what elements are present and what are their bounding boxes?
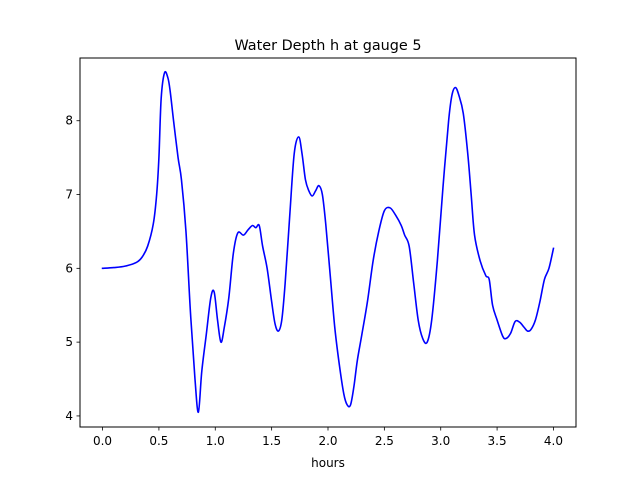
x-tick-label: 3.5 (488, 434, 507, 448)
y-tick-label: 7 (65, 188, 73, 202)
y-axis: 4 5 6 7 8 (65, 114, 80, 423)
x-axis: 0.0 0.5 1.0 1.5 2.0 2.5 3.0 3.5 4.0 (93, 427, 563, 448)
y-tick-label: 4 (65, 409, 73, 423)
x-tick-label: 1.5 (262, 434, 281, 448)
series-layer (101, 70, 555, 414)
y-tick-label: 8 (65, 114, 73, 128)
x-tick-label: 3.0 (431, 434, 450, 448)
x-axis-label: hours (311, 456, 345, 470)
x-tick-label: 1.0 (206, 434, 225, 448)
x-tick-label: 0.5 (149, 434, 168, 448)
y-tick-label: 6 (65, 261, 73, 275)
x-tick-label: 2.0 (318, 434, 337, 448)
series-line-0 (101, 70, 555, 414)
chart-title: Water Depth h at gauge 5 (234, 38, 421, 54)
x-tick-label: 2.5 (375, 434, 394, 448)
x-tick-label: 0.0 (93, 434, 112, 448)
x-tick-label: 4.0 (544, 434, 563, 448)
y-tick-label: 5 (65, 335, 73, 349)
